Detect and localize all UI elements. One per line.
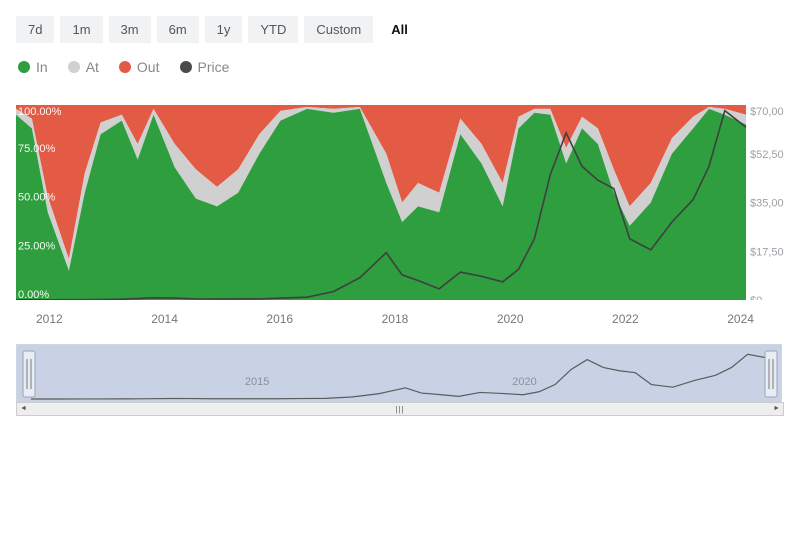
navigator-handle[interactable] — [765, 351, 777, 397]
svg-text:2020: 2020 — [512, 376, 536, 388]
time-range-selector: 7d1m 3m6m1yYTDCustomAll — [16, 16, 784, 43]
legend-label: At — [86, 59, 99, 75]
legend-item-in[interactable]: In — [18, 59, 48, 75]
legend-item-at[interactable]: At — [68, 59, 99, 75]
x-tick-label: 2024 — [727, 312, 754, 326]
navigator-canvas[interactable]: 2015 2020 — [16, 344, 782, 402]
svg-text:$52,500: $52,500 — [750, 149, 784, 161]
legend-dot-icon — [119, 61, 131, 73]
svg-text:$17,500: $17,500 — [750, 246, 784, 258]
svg-text:100.00%: 100.00% — [18, 106, 62, 118]
svg-text:25.00%: 25.00% — [18, 240, 56, 252]
main-chart: 0.00%25.00%50.00%75.00%100.00%0.00%25.00… — [16, 105, 784, 300]
range-1m[interactable]: 1m — [60, 16, 102, 43]
x-tick-label: 2020 — [497, 312, 524, 326]
legend-dot-icon — [18, 61, 30, 73]
x-tick-label: 2022 — [612, 312, 639, 326]
legend-label: Price — [198, 59, 230, 75]
chart-canvas: 0.00%25.00%50.00%75.00%100.00%0.00%25.00… — [16, 105, 784, 300]
svg-text:50.00%: 50.00% — [18, 192, 56, 204]
range-3m[interactable]: 3m — [109, 16, 151, 43]
x-tick-label: 2016 — [266, 312, 293, 326]
range-custom[interactable]: Custom — [304, 16, 373, 43]
legend-label: In — [36, 59, 48, 75]
svg-text:2015: 2015 — [245, 376, 269, 388]
x-tick-label: 2014 — [151, 312, 178, 326]
svg-text:75.00%: 75.00% — [18, 143, 56, 155]
legend-item-price[interactable]: Price — [180, 59, 230, 75]
legend-label: Out — [137, 59, 160, 75]
range-7d[interactable]: 7d — [16, 16, 54, 43]
range-ytd[interactable]: YTD — [248, 16, 298, 43]
svg-text:$0: $0 — [750, 295, 762, 300]
legend-dot-icon — [180, 61, 192, 73]
chart-legend: In At Out Price — [16, 59, 784, 75]
navigator-scrollbar[interactable]: ||| — [16, 402, 784, 416]
legend-item-out[interactable]: Out — [119, 59, 160, 75]
svg-text:0.00%: 0.00% — [18, 289, 49, 300]
x-tick-label: 2012 — [36, 312, 63, 326]
range-all[interactable]: All — [379, 16, 420, 43]
svg-text:$35,000: $35,000 — [750, 198, 784, 210]
scrollbar-grip-icon: ||| — [395, 405, 404, 414]
navigator-handle[interactable] — [23, 351, 35, 397]
x-tick-label: 2018 — [382, 312, 409, 326]
svg-text:$70,000: $70,000 — [750, 106, 784, 118]
x-axis-labels: 2012 2014 2016 2018 2020 2022 2024 — [16, 308, 784, 326]
range-1y[interactable]: 1y — [205, 16, 243, 43]
navigator[interactable]: 2015 2020 ||| — [16, 344, 784, 416]
range-6m[interactable]: 6m — [157, 16, 199, 43]
legend-dot-icon — [68, 61, 80, 73]
